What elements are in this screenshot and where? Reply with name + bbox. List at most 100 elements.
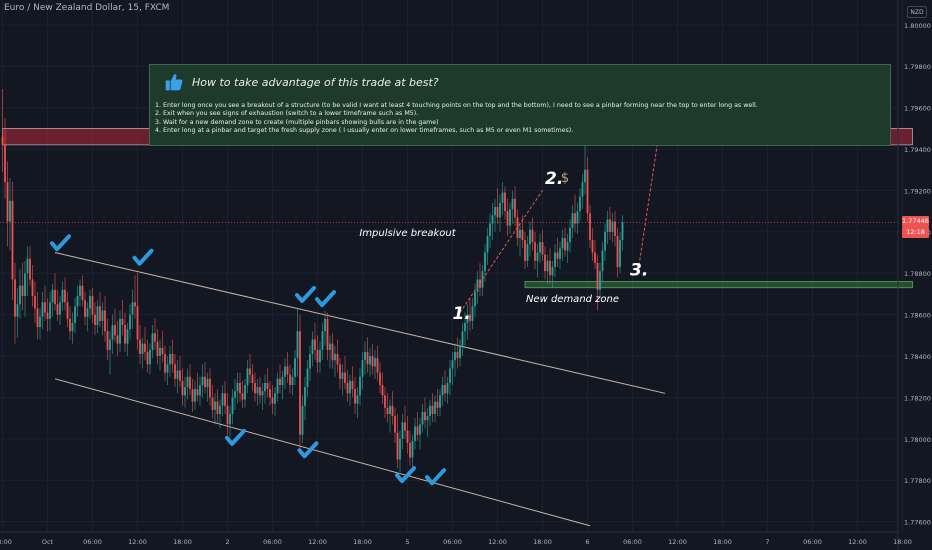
candle-body-4 — [11, 200, 14, 280]
candle-body-63 — [159, 347, 161, 357]
candle-body-197 — [494, 207, 496, 216]
y-tick-label-11: 1.79800 — [904, 63, 931, 71]
candle-body-135 — [339, 364, 341, 379]
candle-body-230 — [576, 211, 579, 224]
candle-body-2 — [6, 182, 9, 222]
arrow-retest — [637, 142, 658, 276]
candle-body-16 — [41, 302, 44, 317]
candle-body-243 — [609, 219, 611, 232]
candle-body-8 — [21, 285, 24, 297]
candle-body-90 — [226, 405, 229, 425]
candle-body-171 — [429, 405, 431, 417]
candle-body-57 — [144, 343, 146, 352]
candle-body-118 — [296, 331, 299, 359]
candle-body-149 — [374, 358, 376, 367]
candle-body-30 — [76, 296, 79, 307]
candle-body-74 — [186, 376, 189, 388]
x-tick-label-2: 06:00 — [83, 538, 102, 546]
candle-body-177 — [444, 385, 446, 394]
candle-body-9 — [24, 273, 26, 297]
candle-body-49 — [124, 324, 126, 344]
candle-body-71 — [179, 370, 181, 381]
candle-body-222 — [556, 252, 559, 259]
candle-body-48 — [121, 318, 124, 325]
candle-body-210 — [526, 244, 529, 261]
candle-body-21 — [54, 289, 56, 305]
candle-body-189 — [474, 291, 476, 307]
candle-body-15 — [39, 316, 41, 328]
candle-body-173 — [434, 401, 436, 415]
x-tick-label-3: 12:00 — [128, 538, 147, 546]
candle-body-59 — [149, 349, 151, 365]
candle-body-129 — [324, 318, 326, 332]
candle-body-45 — [114, 324, 116, 336]
check-mark-icon-0 — [50, 234, 71, 252]
x-tick-label-5: 2 — [225, 538, 229, 546]
candle-body-145 — [364, 351, 366, 361]
candle-body-13 — [34, 296, 36, 309]
candle-body-124 — [311, 339, 314, 354]
y-tick-label-8: 1.79200 — [904, 187, 931, 195]
currency-button[interactable]: NZD — [907, 6, 927, 18]
candle-body-245 — [614, 221, 616, 236]
candle-body-215 — [539, 242, 541, 253]
check-mark-icon-4 — [225, 428, 246, 446]
candle-body-248 — [621, 222, 624, 241]
candle-body-127 — [319, 349, 321, 363]
candle-body-176 — [441, 385, 444, 396]
candle-body-23 — [59, 302, 61, 315]
candle-body-161 — [404, 422, 406, 431]
candle-body-229 — [574, 213, 576, 224]
candle-body-97 — [244, 385, 246, 400]
info-title: How to take advantage of this trade at b… — [192, 75, 439, 89]
candle-body-10 — [26, 258, 29, 274]
candle-body-94 — [236, 382, 239, 392]
candle-body-175 — [439, 395, 441, 408]
y-tick-label-2: 1.78000 — [904, 436, 931, 444]
candle-body-208 — [521, 229, 524, 241]
x-tick-label-1: Oct — [42, 538, 54, 546]
candle-body-80 — [201, 376, 204, 386]
current-price-tag: 1.77446 — [902, 216, 929, 228]
candle-body-203 — [509, 209, 511, 226]
candle-body-58 — [146, 351, 149, 365]
candle-body-42 — [106, 331, 109, 350]
candle-body-164 — [411, 440, 414, 458]
candle-body-246 — [616, 235, 619, 268]
x-tick-label-15: 12:00 — [668, 538, 687, 546]
candle-body-188 — [471, 306, 474, 321]
candle-body-155 — [389, 405, 391, 415]
candle-body-196 — [491, 215, 494, 224]
candle-body-136 — [341, 372, 344, 379]
y-tick-label-1: 1.77800 — [904, 477, 931, 485]
price-axis[interactable]: 1.77600 1.77800 1.78000 1.78200 1.78400 1.786… — [904, 22, 931, 527]
candle-body-110 — [276, 378, 279, 394]
candle-body-232 — [581, 182, 584, 197]
candle-body-106 — [266, 382, 269, 390]
candle-body-51 — [129, 314, 131, 330]
candle-body-99 — [249, 368, 251, 375]
candle-body-179 — [449, 368, 451, 383]
candle-body-181 — [454, 351, 456, 361]
time-axis[interactable]: 18:00 Oct 06:00 12:00 18:00 2 06:00 12:00 18:00 5… — [0, 538, 912, 546]
candle-body-87 — [219, 405, 221, 415]
candle-body-104 — [261, 391, 264, 396]
candle-body-150 — [376, 358, 379, 373]
check-marks — [50, 234, 446, 486]
y-tick-label-4: 1.78400 — [904, 353, 931, 361]
candle-body-147 — [369, 356, 371, 365]
move-arrows — [459, 142, 658, 313]
candle-body-159 — [399, 438, 401, 460]
candle-body-126 — [316, 349, 319, 363]
candle-body-157 — [394, 416, 396, 433]
y-tick-label-9: 1.79400 — [904, 146, 931, 154]
candle-body-69 — [174, 364, 176, 379]
candle-body-234 — [586, 169, 589, 214]
candle-body-200 — [501, 192, 504, 203]
candle-body-235 — [589, 213, 591, 241]
candle-body-102 — [256, 387, 259, 394]
demand-zone — [524, 281, 913, 289]
candle-body-100 — [251, 374, 254, 383]
channel-line-1 — [54, 378, 591, 527]
x-tick-label-0: 18:00 — [0, 538, 12, 546]
